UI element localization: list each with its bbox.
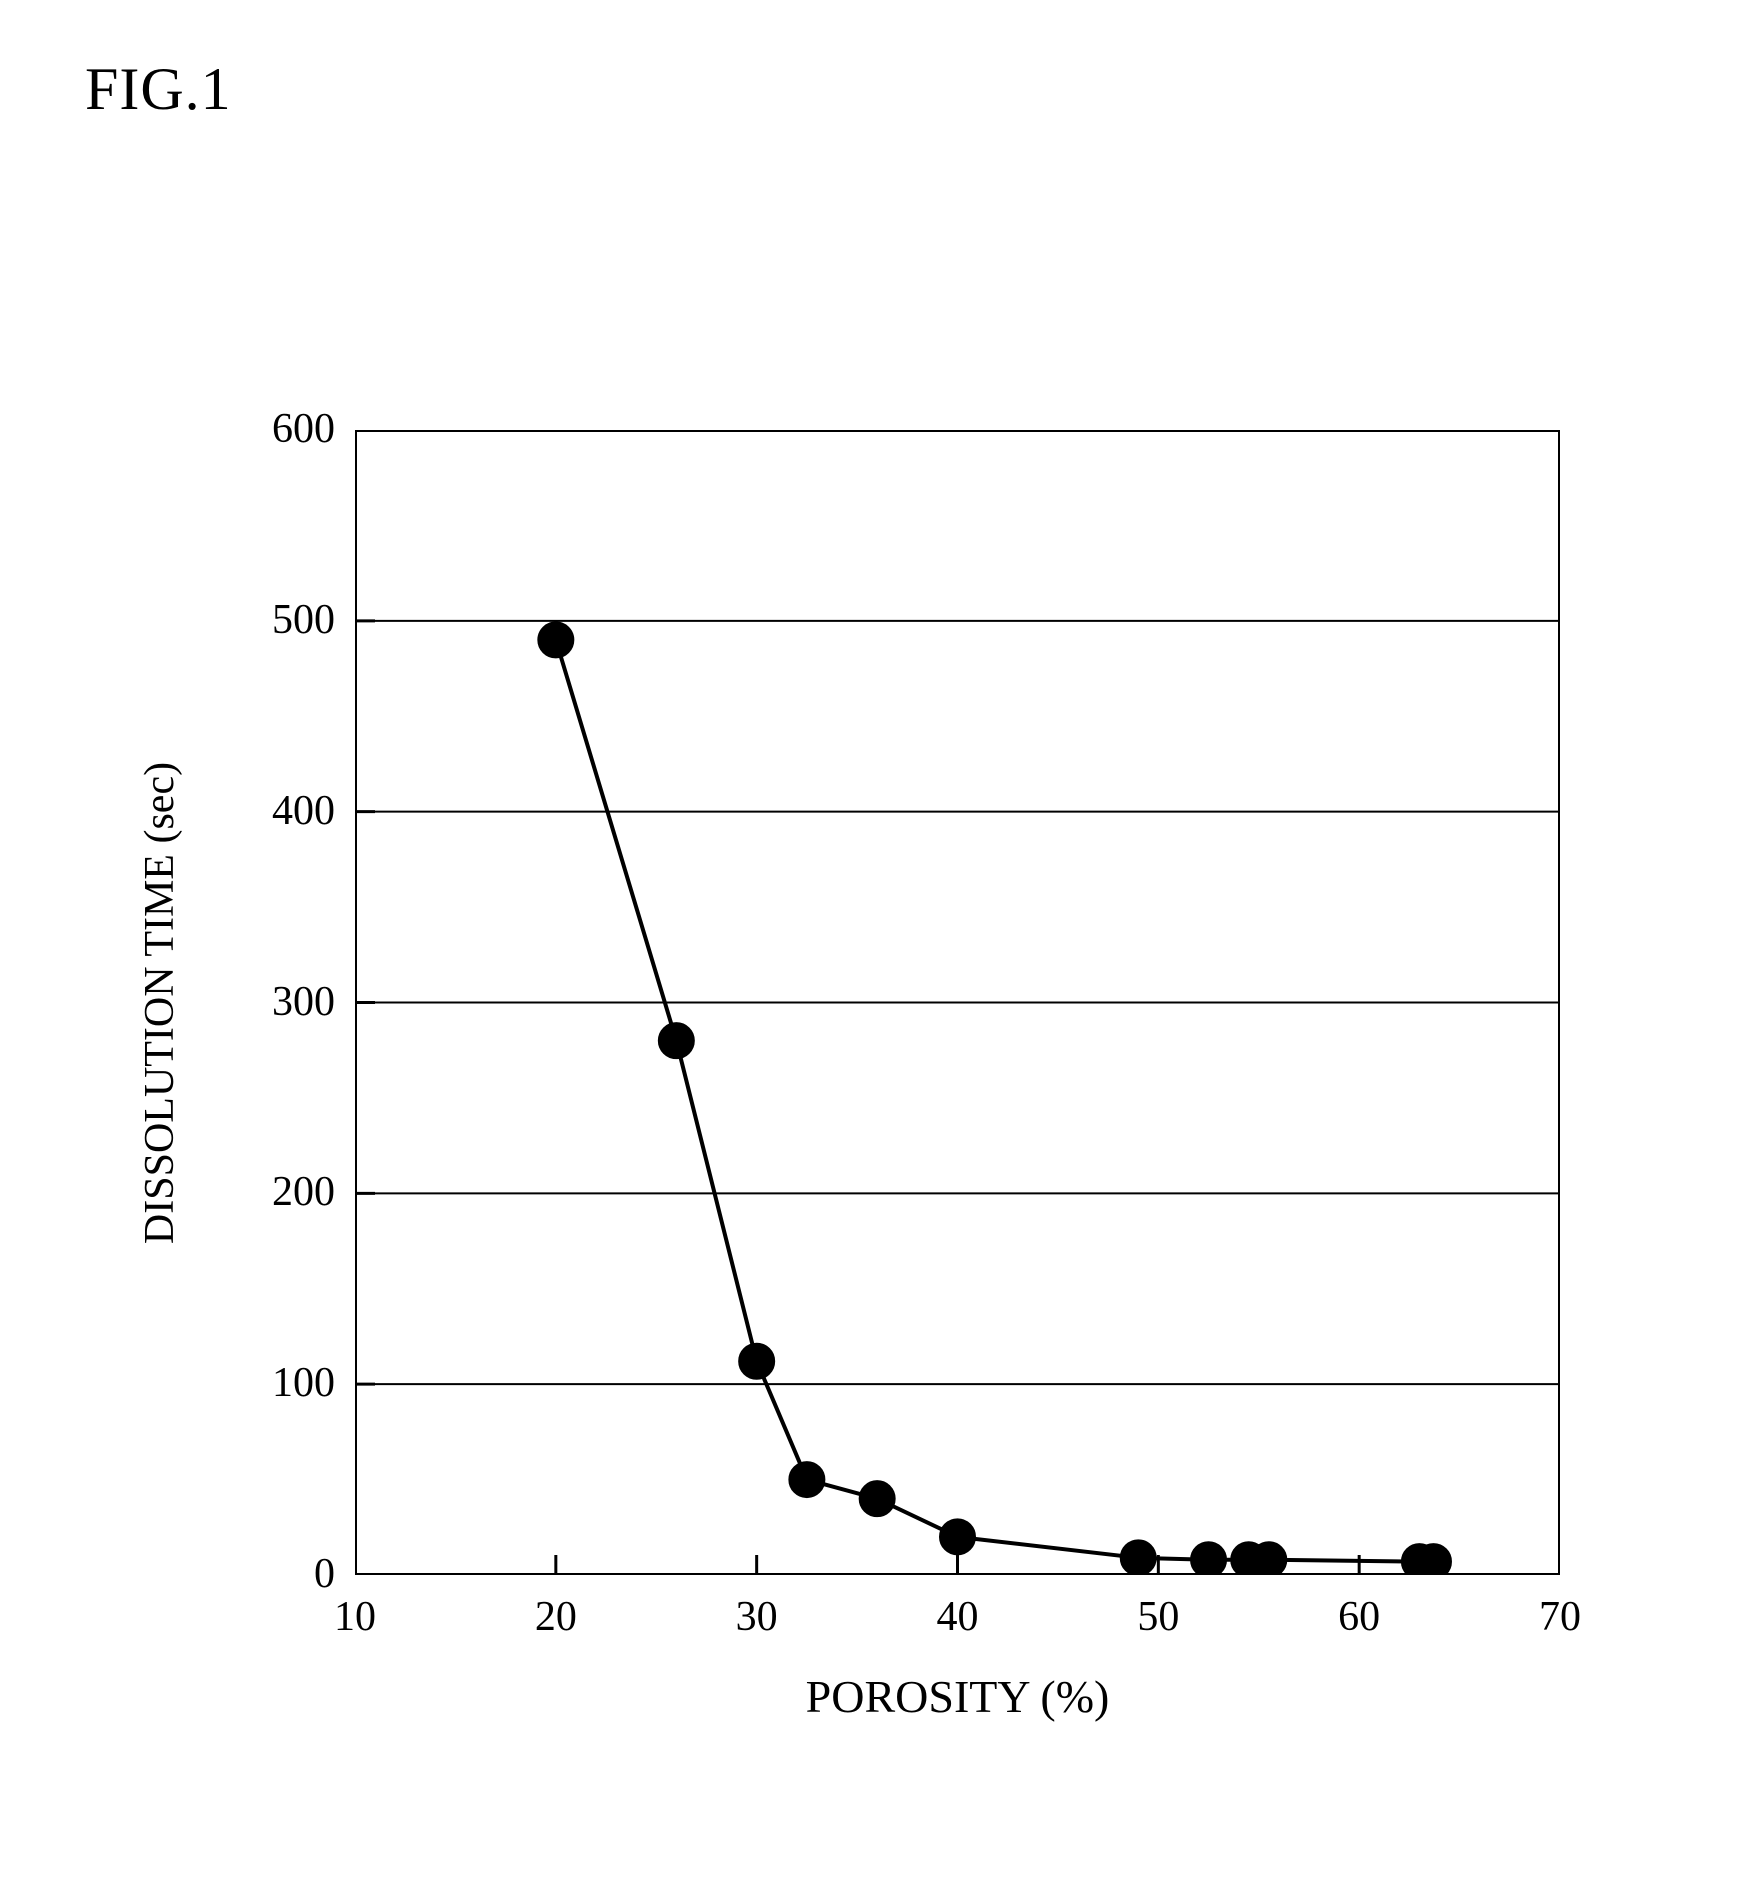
x-tick-label: 40	[918, 1593, 998, 1641]
y-tick-label: 300	[215, 978, 335, 1026]
x-tick-label: 20	[516, 1593, 596, 1641]
figure-title: FIG.1	[85, 55, 232, 124]
dissolution-vs-porosity-chart	[355, 430, 1560, 1575]
y-tick-label: 600	[215, 405, 335, 453]
chart-svg	[355, 430, 1560, 1575]
x-tick-label: 60	[1319, 1593, 1399, 1641]
x-tick-label: 10	[315, 1593, 395, 1641]
y-tick-label: 100	[215, 1359, 335, 1407]
x-tick-label: 30	[717, 1593, 797, 1641]
x-tick-label: 70	[1520, 1593, 1600, 1641]
y-tick-label: 0	[215, 1550, 335, 1598]
y-tick-label: 500	[215, 596, 335, 644]
y-tick-label: 400	[215, 787, 335, 835]
y-axis-label: DISSOLUTION TIME (sec)	[136, 761, 184, 1243]
x-tick-label: 50	[1118, 1593, 1198, 1641]
y-tick-label: 200	[215, 1168, 335, 1216]
x-axis-label: POROSITY (%)	[658, 1670, 1258, 1723]
